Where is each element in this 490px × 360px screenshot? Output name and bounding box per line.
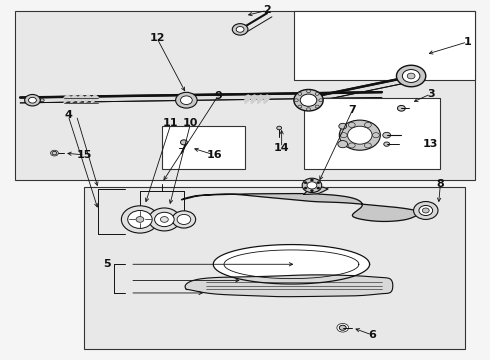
Circle shape	[339, 325, 346, 330]
Circle shape	[348, 143, 355, 148]
Bar	[84, 187, 465, 348]
Circle shape	[307, 90, 311, 93]
Circle shape	[24, 94, 40, 106]
Text: 2: 2	[263, 5, 271, 15]
Circle shape	[175, 92, 197, 108]
Circle shape	[180, 140, 187, 145]
Circle shape	[338, 140, 347, 148]
Circle shape	[384, 142, 390, 146]
Text: 15: 15	[77, 150, 93, 160]
Circle shape	[294, 99, 298, 102]
Polygon shape	[20, 92, 382, 103]
Polygon shape	[318, 78, 401, 101]
Circle shape	[337, 323, 348, 332]
Circle shape	[50, 150, 58, 156]
Circle shape	[315, 93, 319, 95]
Circle shape	[122, 206, 159, 233]
Bar	[15, 12, 475, 180]
Polygon shape	[92, 95, 98, 103]
Circle shape	[37, 99, 41, 102]
Circle shape	[372, 133, 379, 138]
Circle shape	[311, 179, 314, 181]
Circle shape	[348, 122, 355, 127]
Polygon shape	[78, 95, 85, 103]
Circle shape	[232, 24, 248, 35]
Bar	[304, 98, 441, 169]
Circle shape	[396, 65, 426, 87]
Circle shape	[40, 99, 44, 102]
Text: 1: 1	[464, 37, 471, 47]
Circle shape	[311, 190, 314, 192]
Circle shape	[177, 215, 191, 225]
Circle shape	[339, 123, 346, 129]
Bar	[294, 12, 475, 80]
Circle shape	[160, 217, 168, 222]
Polygon shape	[258, 95, 264, 104]
Circle shape	[422, 208, 429, 213]
Circle shape	[298, 105, 302, 108]
Bar	[162, 126, 245, 169]
Text: 10: 10	[183, 118, 198, 128]
Circle shape	[307, 182, 317, 189]
Text: 3: 3	[427, 89, 435, 99]
Circle shape	[25, 99, 29, 102]
Text: 9: 9	[214, 91, 222, 101]
Polygon shape	[185, 275, 393, 297]
Circle shape	[339, 120, 380, 150]
Polygon shape	[71, 95, 78, 103]
Circle shape	[414, 202, 438, 220]
Polygon shape	[251, 95, 258, 104]
Circle shape	[34, 99, 38, 102]
Text: 6: 6	[368, 330, 376, 340]
Circle shape	[317, 181, 320, 184]
Text: 4: 4	[64, 111, 72, 121]
Circle shape	[365, 143, 371, 148]
Circle shape	[28, 97, 36, 103]
Circle shape	[28, 99, 32, 102]
Text: 11: 11	[163, 118, 178, 128]
Circle shape	[149, 208, 180, 231]
Circle shape	[304, 181, 307, 184]
Circle shape	[172, 211, 196, 228]
Circle shape	[402, 69, 420, 82]
Circle shape	[236, 27, 244, 32]
Circle shape	[340, 133, 347, 138]
Circle shape	[128, 211, 152, 228]
Circle shape	[155, 212, 174, 226]
Circle shape	[180, 96, 192, 104]
Circle shape	[317, 187, 320, 189]
Circle shape	[136, 217, 144, 222]
Polygon shape	[245, 95, 251, 104]
Circle shape	[407, 73, 415, 79]
Circle shape	[294, 89, 323, 111]
Polygon shape	[213, 244, 369, 284]
Circle shape	[397, 105, 405, 111]
Circle shape	[383, 132, 391, 138]
Polygon shape	[181, 194, 421, 221]
Circle shape	[31, 99, 35, 102]
Circle shape	[300, 94, 317, 106]
Circle shape	[277, 126, 282, 130]
Circle shape	[365, 122, 371, 127]
Circle shape	[52, 151, 57, 155]
Circle shape	[302, 178, 322, 193]
Circle shape	[319, 99, 323, 102]
Circle shape	[315, 105, 319, 108]
Circle shape	[419, 206, 433, 216]
Circle shape	[304, 187, 307, 189]
Circle shape	[307, 108, 311, 111]
Text: 5: 5	[103, 259, 111, 269]
Text: 7: 7	[348, 105, 356, 115]
Text: 12: 12	[149, 33, 165, 43]
Text: 16: 16	[206, 150, 222, 160]
Circle shape	[298, 93, 302, 95]
Polygon shape	[304, 187, 328, 194]
Text: 14: 14	[274, 143, 290, 153]
Polygon shape	[264, 95, 270, 104]
Polygon shape	[64, 95, 71, 103]
Text: 13: 13	[423, 139, 439, 149]
Text: 8: 8	[437, 179, 444, 189]
Circle shape	[347, 126, 372, 144]
Polygon shape	[85, 95, 92, 103]
